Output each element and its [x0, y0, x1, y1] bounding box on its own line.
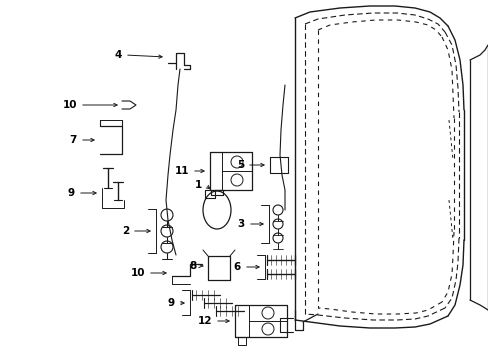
Text: 5: 5 — [236, 160, 244, 170]
Text: 6: 6 — [233, 262, 241, 272]
Text: 8: 8 — [189, 261, 197, 271]
Text: 9: 9 — [167, 298, 175, 308]
Text: 9: 9 — [68, 188, 75, 198]
Text: 10: 10 — [130, 268, 145, 278]
Text: 1: 1 — [194, 180, 202, 190]
Text: 11: 11 — [174, 166, 189, 176]
Text: 7: 7 — [69, 135, 77, 145]
Text: 4: 4 — [114, 50, 122, 60]
Text: 3: 3 — [237, 219, 244, 229]
Text: 12: 12 — [197, 316, 212, 326]
Text: 10: 10 — [62, 100, 77, 110]
Text: 2: 2 — [122, 226, 129, 236]
